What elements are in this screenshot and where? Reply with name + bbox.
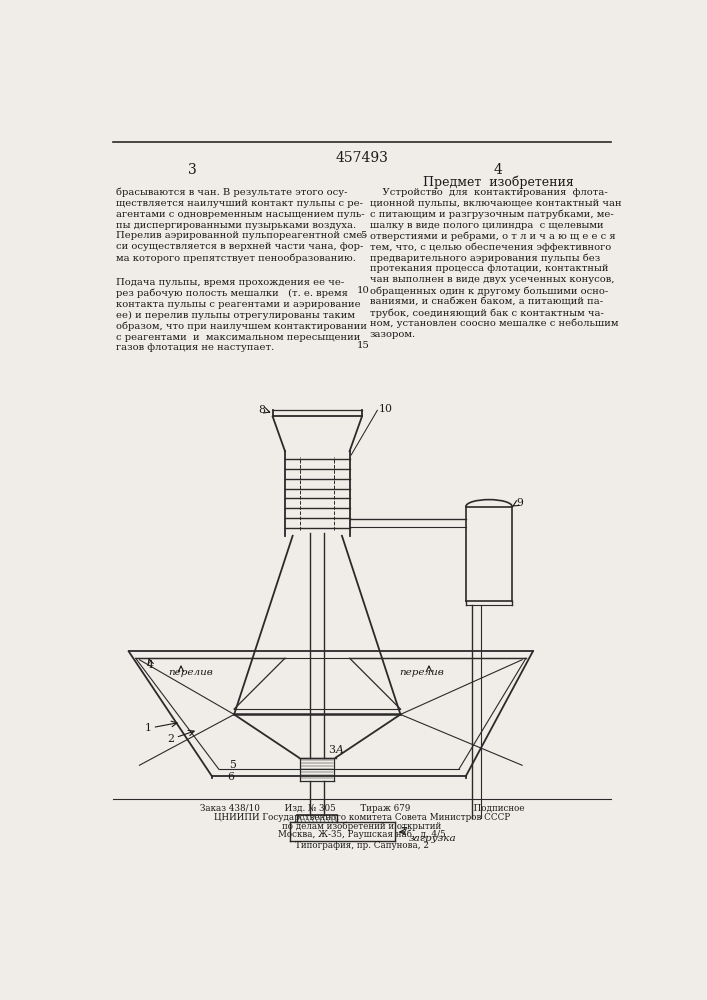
Text: 457493: 457493	[336, 151, 388, 165]
Text: контакта пульпы с реагентами и аэрирование: контакта пульпы с реагентами и аэрирован…	[115, 300, 360, 309]
Text: перелив: перелив	[168, 668, 213, 677]
Text: ном, установлен соосно мешалке с небольшим: ном, установлен соосно мешалке с небольш…	[370, 319, 618, 328]
Text: Москва, Ж-35, Раушская наб., д. 4/5: Москва, Ж-35, Раушская наб., д. 4/5	[278, 830, 446, 839]
Text: 4: 4	[147, 660, 153, 670]
Text: 15: 15	[357, 341, 370, 350]
Text: ществляется наилучший контакт пульпы с ре-: ществляется наилучший контакт пульпы с р…	[115, 199, 363, 208]
Text: A: A	[336, 745, 344, 755]
Text: трубок, соединяющий бак с контактным ча-: трубок, соединяющий бак с контактным ча-	[370, 308, 604, 318]
Text: Типография, пр. Сапунова, 2: Типография, пр. Сапунова, 2	[295, 841, 429, 850]
Text: 3: 3	[328, 745, 335, 755]
Text: ционной пульпы, включающее контактный чан: ционной пульпы, включающее контактный ча…	[370, 199, 621, 208]
Text: по делам изобретений и открытий: по делам изобретений и открытий	[282, 821, 442, 831]
Text: предварительного аэрирования пульпы без: предварительного аэрирования пульпы без	[370, 253, 600, 263]
Text: си осуществляется в верхней части чана, фор-: си осуществляется в верхней части чана, …	[115, 242, 363, 251]
Text: Заказ 438/10         Изд. № 305         Тираж 679                       Подписно: Заказ 438/10 Изд. № 305 Тираж 679 Подпис…	[199, 804, 524, 813]
Text: отверстиями и ребрами, о т л и ч а ю щ е е с я: отверстиями и ребрами, о т л и ч а ю щ е…	[370, 231, 615, 241]
Text: брасываются в чан. В результате этого осу-: брасываются в чан. В результате этого ос…	[115, 188, 347, 197]
Text: 2: 2	[168, 734, 175, 744]
Text: пы диспергированными пузырьками воздуха.: пы диспергированными пузырьками воздуха.	[115, 221, 356, 230]
Text: 5: 5	[361, 231, 367, 240]
Text: ЦНИИПИ Государственного комитета Совета Министров СССР: ЦНИИПИ Государственного комитета Совета …	[214, 813, 510, 822]
Text: газов флотация не наступает.: газов флотация не наступает.	[115, 343, 274, 352]
Text: 1: 1	[144, 723, 151, 733]
Text: 5: 5	[229, 760, 236, 770]
Text: Предмет  изобретения: Предмет изобретения	[423, 175, 573, 189]
Text: 3: 3	[188, 163, 197, 177]
Text: 7: 7	[399, 827, 407, 837]
Text: шалку в виде полого цилиндра  с щелевыми: шалку в виде полого цилиндра с щелевыми	[370, 221, 603, 230]
Text: агентами с одновременным насыщением пуль-: агентами с одновременным насыщением пуль…	[115, 210, 364, 219]
Text: ее) и перелив пульпы отрегулированы таким: ее) и перелив пульпы отрегулированы таки…	[115, 311, 354, 320]
Text: перелив: перелив	[399, 668, 443, 677]
Text: Устройство  для  контактирования  флота-: Устройство для контактирования флота-	[370, 188, 607, 197]
Text: чан выполнен в виде двух усеченных конусов,: чан выполнен в виде двух усеченных конус…	[370, 275, 614, 284]
Text: протекания процесса флотации, контактный: протекания процесса флотации, контактный	[370, 264, 608, 273]
Text: зазором.: зазором.	[370, 330, 416, 339]
Text: загрузка: загрузка	[409, 834, 457, 843]
Text: с питающим и разгрузочным патрубками, ме-: с питающим и разгрузочным патрубками, ме…	[370, 210, 614, 219]
Text: 4: 4	[493, 163, 503, 177]
Text: 10: 10	[357, 286, 370, 295]
Text: 6: 6	[227, 772, 234, 782]
Text: образом, что при наилучшем контактировании: образом, что при наилучшем контактирован…	[115, 322, 366, 331]
Text: ма которого препятствует пенообразованию.: ма которого препятствует пенообразованию…	[115, 253, 356, 263]
Text: 8: 8	[258, 405, 265, 415]
Text: обращенных один к другому большими осно-: обращенных один к другому большими осно-	[370, 286, 608, 296]
Text: 9: 9	[517, 498, 524, 508]
Text: Подача пульпы, время прохождения ее че-: Подача пульпы, время прохождения ее че-	[115, 278, 344, 287]
Text: 10: 10	[379, 404, 393, 414]
Text: Перелив аэрированной пульпореагентной сме-: Перелив аэрированной пульпореагентной см…	[115, 231, 366, 240]
Text: тем, что, с целью обеспечения эффективного: тем, что, с целью обеспечения эффективно…	[370, 242, 611, 252]
Text: рез рабочую полость мешалки   (т. е. время: рез рабочую полость мешалки (т. е. время	[115, 289, 347, 298]
Text: с реагентами  и  максимальном пересыщении: с реагентами и максимальном пересыщении	[115, 333, 360, 342]
Text: ваниями, и снабжен баком, а питающий па-: ваниями, и снабжен баком, а питающий па-	[370, 297, 603, 306]
